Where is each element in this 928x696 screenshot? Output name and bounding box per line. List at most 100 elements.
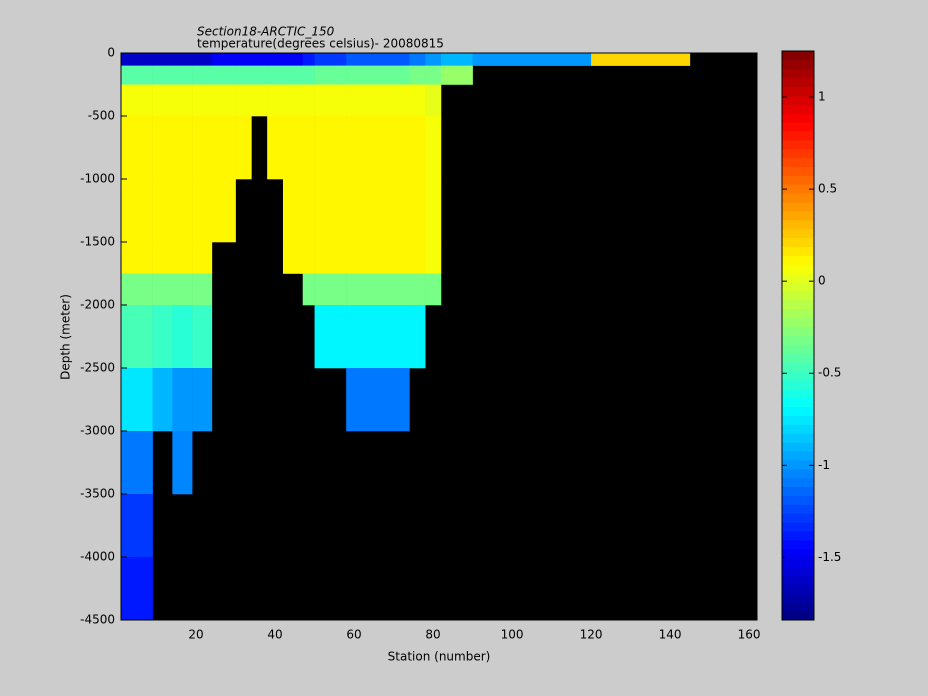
colorbar-step [782, 193, 814, 203]
heatmap-cell [425, 65, 442, 85]
heatmap-cell [267, 53, 284, 66]
colorbar-step [782, 495, 814, 505]
colorbar-step [782, 113, 814, 123]
heatmap-cell [425, 273, 442, 306]
y-tick-label: -1500 [80, 235, 115, 249]
heatmap-cell [346, 179, 410, 243]
heatmap-cell [172, 242, 193, 274]
colorbar-step [782, 477, 814, 488]
colorbar-step [782, 202, 814, 212]
heatmap-cell [314, 53, 347, 66]
heatmap-cell [172, 53, 193, 66]
colorbar-step [782, 451, 814, 461]
colorbar-step [782, 308, 814, 319]
heatmap-cell [282, 65, 304, 85]
heatmap-cell [172, 179, 193, 243]
heatmap-cell [235, 53, 252, 66]
heatmap-cell [346, 242, 410, 274]
y-tick-label: -500 [88, 109, 115, 123]
heatmap-cell [121, 494, 153, 558]
heatmap-cell [211, 116, 236, 180]
colorbar-step [782, 255, 814, 265]
heatmap-cell [121, 431, 153, 495]
heatmap-cell [282, 84, 304, 117]
heatmap-cell [425, 242, 442, 274]
colorbar-step [782, 362, 814, 372]
colorbar-tick-label: -1.5 [818, 550, 841, 564]
heatmap-cell [440, 65, 473, 85]
heatmap-cell [152, 84, 173, 117]
heatmap-cell [409, 116, 426, 180]
colorbar-step [782, 131, 814, 141]
heatmap-cell [302, 179, 315, 243]
colorbar-tick-label: 1 [818, 90, 826, 104]
heatmap-cell [314, 242, 347, 274]
heatmap-cell [409, 53, 426, 66]
colorbar-step [782, 59, 814, 70]
heatmap-cell [346, 305, 410, 369]
heatmap-cell [302, 53, 315, 66]
heatmap-cell [409, 65, 426, 85]
colorbar-step [782, 602, 814, 612]
colorbar-step [782, 513, 814, 523]
heatmap-cell [121, 242, 153, 274]
colorbar-frame [781, 50, 815, 621]
heatmap-cell [192, 84, 213, 117]
heatmap-cell [192, 305, 213, 369]
colorbar-step [782, 557, 814, 568]
colorbar-step [782, 175, 814, 185]
heatmap-cell [314, 273, 347, 306]
heatmap-cell [409, 84, 426, 117]
heatmap-cell [192, 242, 213, 274]
colorbar-step [782, 344, 814, 354]
heatmap-cell [267, 65, 284, 85]
colorbar-step [782, 122, 814, 132]
heatmap-cell [172, 273, 193, 306]
heatmap-cell [346, 116, 410, 180]
colorbar-step [782, 139, 814, 150]
heatmap-cell [192, 53, 213, 66]
colorbar-step [782, 611, 814, 621]
heatmap-cell [425, 116, 442, 180]
colorbar-step [782, 486, 814, 496]
heatmap-cell [152, 368, 173, 432]
heatmap-cell [152, 53, 173, 66]
heatmap-cell [152, 305, 173, 369]
heatmap-cell [425, 53, 442, 66]
heatmap-cell [591, 53, 691, 66]
heatmap-cell [314, 65, 347, 85]
y-tick-label: -4500 [80, 613, 115, 627]
colorbar-step [782, 273, 814, 283]
colorbar-step [782, 104, 814, 114]
heatmap-cell [251, 84, 268, 117]
heatmap-cell [152, 273, 173, 306]
heatmap-cell [425, 179, 442, 243]
colorbar-step [782, 353, 814, 363]
heatmap-cell [152, 65, 173, 85]
x-tick-label: 40 [267, 628, 282, 642]
colorbar-step [782, 211, 814, 221]
heatmap-cell [314, 84, 347, 117]
y-tick-label: 0 [107, 46, 115, 60]
colorbar-step [782, 317, 814, 328]
heatmap-cell [121, 273, 153, 306]
heatmap-cell [346, 273, 410, 306]
heatmap-cell [235, 65, 252, 85]
x-tick-label: 20 [188, 628, 203, 642]
heatmap-cell [409, 242, 426, 274]
heatmap-cell [211, 53, 236, 66]
heatmap-cell [211, 179, 236, 243]
heatmap-cell [346, 53, 410, 66]
heatmap-cell [302, 65, 315, 85]
colorbar-step [782, 157, 814, 167]
heatmap-cell [472, 53, 592, 66]
colorbar-step [782, 299, 814, 310]
heatmap-cell [346, 65, 410, 85]
colorbar-step [782, 468, 814, 479]
heatmap-cell [121, 368, 153, 432]
heatmap-cell [121, 53, 153, 66]
heatmap-cell [172, 65, 193, 85]
colorbar-step [782, 539, 814, 550]
heatmap-cell [251, 65, 268, 85]
